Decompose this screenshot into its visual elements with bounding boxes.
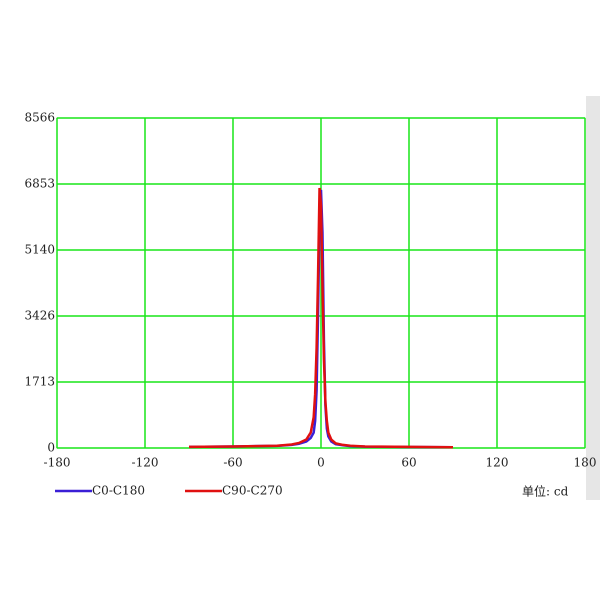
y-tick-label: 1713	[24, 375, 55, 389]
x-tick-label: -180	[44, 456, 71, 470]
y-tick-label: 8566	[24, 111, 55, 125]
x-tick-label: 180	[574, 456, 597, 470]
x-tick-label: 60	[401, 456, 416, 470]
legend-label: C0-C180	[92, 484, 145, 498]
y-tick-label: 0	[47, 441, 55, 455]
series-line	[188, 187, 454, 449]
x-tick-label: -120	[132, 456, 159, 470]
unit-label: 单位: cd	[522, 484, 569, 499]
x-tick-label: 120	[486, 456, 509, 470]
legend-label: C90-C270	[222, 484, 283, 498]
y-tick-label: 5140	[24, 242, 55, 256]
y-tick-label: 3426	[24, 309, 55, 323]
y-tick-label: 6853	[24, 176, 55, 190]
scrollbar	[586, 96, 600, 500]
x-tick-label: -60	[223, 456, 242, 470]
x-tick-label: 0	[317, 456, 325, 470]
